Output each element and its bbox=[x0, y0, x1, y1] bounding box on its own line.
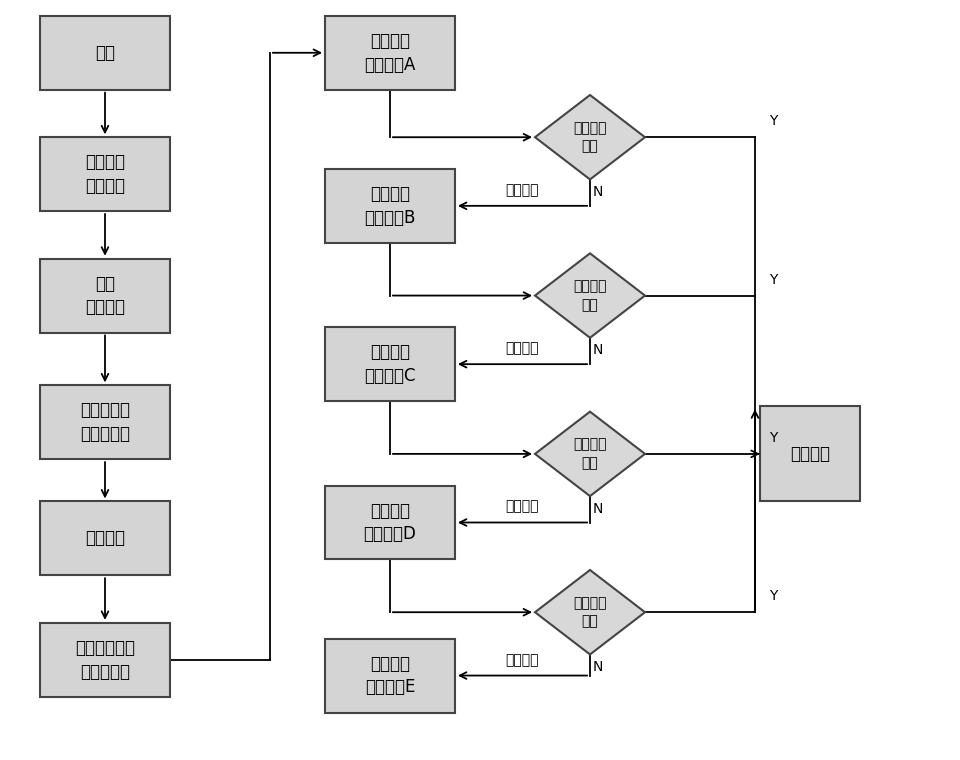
Text: 刮扫电机
电流测定A: 刮扫电机 电流测定A bbox=[364, 32, 416, 74]
Text: 刮扫电机
电流测定E: 刮扫电机 电流测定E bbox=[365, 655, 415, 696]
Text: 测定电流
比较: 测定电流 比较 bbox=[573, 596, 607, 629]
FancyBboxPatch shape bbox=[325, 169, 455, 242]
Text: 刮扫装置上
升刮平煤样: 刮扫装置上 升刮平煤样 bbox=[80, 401, 130, 443]
FancyBboxPatch shape bbox=[40, 502, 170, 575]
Text: 刮扫电机
电流测定C: 刮扫电机 电流测定C bbox=[364, 344, 416, 385]
Text: N: N bbox=[593, 502, 603, 516]
FancyBboxPatch shape bbox=[40, 138, 170, 211]
Text: 测定电流
比较: 测定电流 比较 bbox=[573, 280, 607, 312]
FancyBboxPatch shape bbox=[40, 16, 170, 90]
Text: 刮扫装置下降
至指定高度: 刮扫装置下降 至指定高度 bbox=[75, 639, 135, 680]
Text: 继续干燥: 继续干燥 bbox=[506, 499, 540, 514]
FancyBboxPatch shape bbox=[40, 622, 170, 697]
Text: Y: Y bbox=[769, 590, 778, 603]
Text: 刮扫电机
电流测定D: 刮扫电机 电流测定D bbox=[364, 502, 417, 543]
Text: Y: Y bbox=[769, 273, 778, 287]
Text: 下级单元: 下级单元 bbox=[790, 445, 830, 463]
FancyBboxPatch shape bbox=[40, 258, 170, 333]
Polygon shape bbox=[535, 95, 645, 179]
Text: 刮扫装置
降至最低: 刮扫装置 降至最低 bbox=[85, 154, 125, 195]
Text: 测定电流
比较: 测定电流 比较 bbox=[573, 121, 607, 154]
Text: 继续干燥: 继续干燥 bbox=[506, 341, 540, 356]
Polygon shape bbox=[535, 570, 645, 654]
FancyBboxPatch shape bbox=[325, 328, 455, 401]
Text: 初始: 初始 bbox=[95, 44, 115, 62]
FancyBboxPatch shape bbox=[325, 486, 455, 559]
Text: 煤面测定: 煤面测定 bbox=[85, 529, 125, 547]
Text: N: N bbox=[593, 660, 603, 674]
FancyBboxPatch shape bbox=[760, 407, 860, 502]
Text: Y: Y bbox=[769, 431, 778, 445]
Text: 刮扫电机
电流测定B: 刮扫电机 电流测定B bbox=[364, 185, 416, 226]
Text: N: N bbox=[593, 344, 603, 357]
Text: 继续干燥: 继续干燥 bbox=[506, 653, 540, 667]
FancyBboxPatch shape bbox=[40, 385, 170, 459]
Text: N: N bbox=[593, 185, 603, 199]
Text: 继续干燥: 继续干燥 bbox=[506, 183, 540, 197]
Text: Y: Y bbox=[769, 115, 778, 128]
FancyBboxPatch shape bbox=[325, 638, 455, 713]
Polygon shape bbox=[535, 412, 645, 496]
FancyBboxPatch shape bbox=[325, 16, 455, 90]
Text: 加入
待检煤样: 加入 待检煤样 bbox=[85, 275, 125, 316]
Text: 测定电流
比较: 测定电流 比较 bbox=[573, 438, 607, 470]
Polygon shape bbox=[535, 253, 645, 337]
